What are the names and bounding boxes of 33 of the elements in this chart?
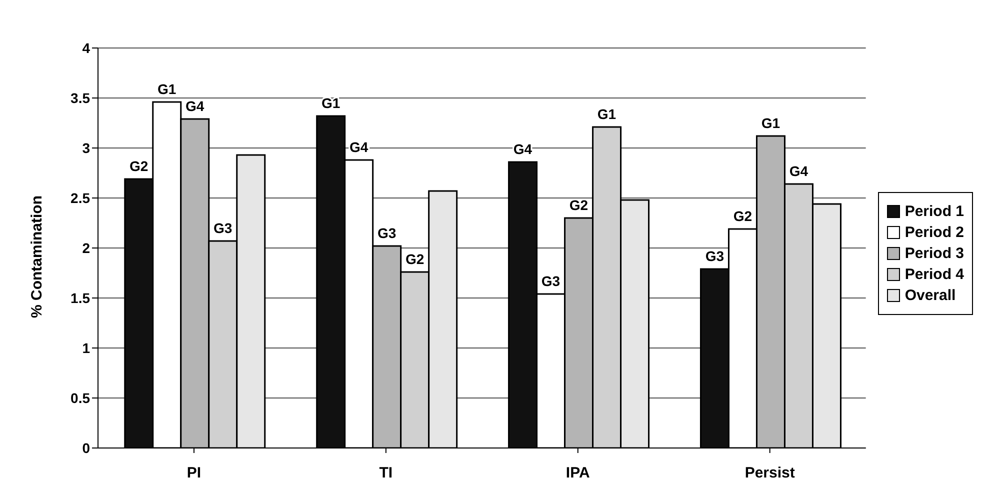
- data-label: G4: [789, 163, 808, 179]
- data-label: G3: [214, 220, 232, 236]
- legend-label: Period 4: [904, 266, 964, 282]
- data-label: G2: [130, 158, 148, 174]
- y-tick-label: 0: [82, 440, 90, 456]
- data-label: G3: [705, 248, 724, 264]
- x-tick-label: TI: [379, 464, 393, 482]
- data-label: G1: [761, 115, 780, 131]
- legend-label: Period 2: [904, 224, 964, 240]
- data-label: G1: [158, 81, 176, 97]
- legend-label: Period 3: [904, 244, 964, 262]
- y-tick-label: 1.5: [70, 290, 90, 306]
- data-label: G1: [597, 106, 616, 122]
- x-tick-label: IPA: [566, 464, 590, 482]
- data-label: G2: [569, 197, 588, 213]
- data-label: G4: [186, 98, 204, 114]
- y-tick-label: 4: [82, 40, 90, 56]
- data-label: G3: [377, 225, 396, 241]
- data-label: G1: [321, 95, 340, 111]
- y-tick-label: 2: [82, 240, 90, 256]
- y-tick-label: 0.5: [70, 390, 90, 406]
- data-label: G2: [733, 208, 752, 224]
- data-label: G3: [541, 273, 560, 289]
- x-tick-label: PI: [186, 464, 202, 482]
- y-tick-label: 1: [82, 340, 90, 356]
- x-tick-label: Persist: [744, 464, 795, 482]
- y-tick-label: 3.5: [70, 90, 90, 106]
- data-label: G2: [405, 251, 424, 267]
- y-tick-label: 3: [82, 140, 90, 156]
- legend-label: Period 1: [904, 202, 964, 220]
- y-tick-label: 2.5: [70, 190, 90, 206]
- legend-label: Overall: [904, 286, 956, 304]
- y-axis-title: % Contamination: [28, 196, 46, 318]
